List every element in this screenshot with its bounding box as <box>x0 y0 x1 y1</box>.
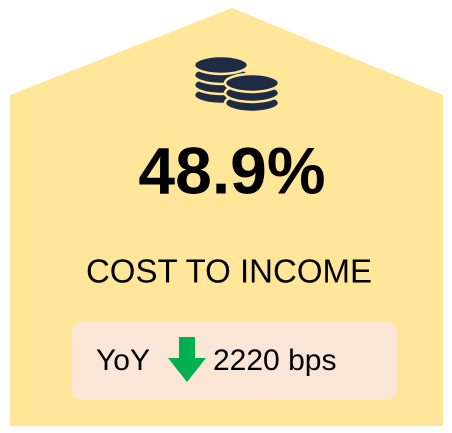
change-box <box>72 322 397 400</box>
kpi-label: COST TO INCOME <box>86 253 372 290</box>
kpi-value: 48.9% <box>138 133 325 207</box>
change-amount: 2220 bps <box>213 344 336 377</box>
house-shape <box>10 8 443 426</box>
coins-icon <box>192 54 281 114</box>
change-period: YoY <box>96 344 150 377</box>
down-arrow <box>168 337 206 382</box>
